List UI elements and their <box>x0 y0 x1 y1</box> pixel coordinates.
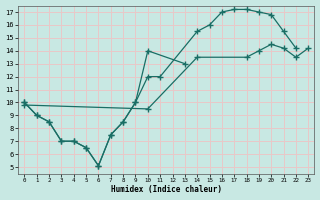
X-axis label: Humidex (Indice chaleur): Humidex (Indice chaleur) <box>111 185 222 194</box>
